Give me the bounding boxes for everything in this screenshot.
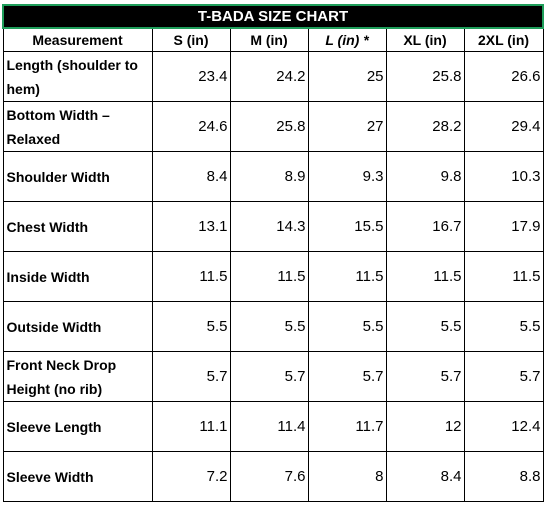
table-row: Sleeve Width 7.2 7.6 8 8.4 8.8 [2,451,544,502]
value-cell-l[interactable]: 27 [307,101,387,152]
header-size-2xl[interactable]: 2XL (in) [463,27,544,52]
value-cell-2xl[interactable]: 5.7 [463,351,544,402]
value-cell-m[interactable]: 8.9 [229,151,309,202]
value-cell-s[interactable]: 7.2 [151,451,231,502]
value-cell-m[interactable]: 7.6 [229,451,309,502]
value-cell-xl[interactable]: 9.8 [385,151,465,202]
table-row: Length (shoulder to hem) 23.4 24.2 25 25.8 26… [2,51,544,102]
value-cell-xl[interactable]: 12 [385,401,465,452]
value-cell-l[interactable]: 9.3 [307,151,387,202]
value-cell-l[interactable]: 15.5 [307,201,387,252]
header-size-l[interactable]: L (in) * [307,27,387,52]
value-cell-m[interactable]: 5.7 [229,351,309,402]
value-cell-m[interactable]: 11.5 [229,251,309,302]
value-cell-xl[interactable]: 5.7 [385,351,465,402]
value-cell-2xl[interactable]: 12.4 [463,401,544,452]
value-cell-m[interactable]: 14.3 [229,201,309,252]
header-size-s[interactable]: S (in) [151,27,231,52]
value-cell-m[interactable]: 24.2 [229,51,309,102]
value-cell-xl[interactable]: 5.5 [385,301,465,352]
value-cell-s[interactable]: 5.5 [151,301,231,352]
value-cell-xl[interactable]: 16.7 [385,201,465,252]
measurement-label[interactable]: Sleeve Width [2,451,153,502]
value-cell-2xl[interactable]: 17.9 [463,201,544,252]
table-row: Outside Width 5.5 5.5 5.5 5.5 5.5 [2,301,544,352]
size-chart-table: T-BADA SIZE CHART Measurement S (in) M (… [2,4,544,502]
table-row: Inside Width 11.5 11.5 11.5 11.5 11.5 [2,251,544,302]
header-measurement[interactable]: Measurement [2,27,153,52]
value-cell-s[interactable]: 8.4 [151,151,231,202]
value-cell-m[interactable]: 5.5 [229,301,309,352]
value-cell-2xl[interactable]: 11.5 [463,251,544,302]
header-size-xl[interactable]: XL (in) [385,27,465,52]
measurement-label[interactable]: Chest Width [2,201,153,252]
title-row: T-BADA SIZE CHART [2,4,544,29]
value-cell-s[interactable]: 23.4 [151,51,231,102]
measurement-label[interactable]: Shoulder Width [2,151,153,202]
value-cell-xl[interactable]: 11.5 [385,251,465,302]
value-cell-l[interactable]: 11.7 [307,401,387,452]
value-cell-s[interactable]: 13.1 [151,201,231,252]
size-chart-title[interactable]: T-BADA SIZE CHART [2,4,544,29]
value-cell-l[interactable]: 11.5 [307,251,387,302]
value-cell-s[interactable]: 24.6 [151,101,231,152]
table-row: Front Neck Drop Height (no rib) 5.7 5.7 5.7… [2,351,544,402]
value-cell-m[interactable]: 11.4 [229,401,309,452]
value-cell-s[interactable]: 5.7 [151,351,231,402]
value-cell-2xl[interactable]: 5.5 [463,301,544,352]
value-cell-l[interactable]: 5.7 [307,351,387,402]
value-cell-l[interactable]: 5.5 [307,301,387,352]
value-cell-xl[interactable]: 28.2 [385,101,465,152]
value-cell-xl[interactable]: 25.8 [385,51,465,102]
value-cell-2xl[interactable]: 10.3 [463,151,544,202]
measurement-label[interactable]: Inside Width [2,251,153,302]
value-cell-s[interactable]: 11.1 [151,401,231,452]
value-cell-2xl[interactable]: 29.4 [463,101,544,152]
value-cell-l[interactable]: 25 [307,51,387,102]
header-size-m[interactable]: M (in) [229,27,309,52]
measurement-label[interactable]: Outside Width [2,301,153,352]
value-cell-xl[interactable]: 8.4 [385,451,465,502]
table-row: Shoulder Width 8.4 8.9 9.3 9.8 10.3 [2,151,544,202]
measurement-label[interactable]: Sleeve Length [2,401,153,452]
value-cell-2xl[interactable]: 8.8 [463,451,544,502]
header-row: Measurement S (in) M (in) L (in) * XL (i… [2,27,544,52]
value-cell-l[interactable]: 8 [307,451,387,502]
value-cell-m[interactable]: 25.8 [229,101,309,152]
measurement-label[interactable]: Bottom Width – Relaxed [2,101,153,152]
value-cell-2xl[interactable]: 26.6 [463,51,544,102]
measurement-label[interactable]: Front Neck Drop Height (no rib) [2,351,153,402]
value-cell-s[interactable]: 11.5 [151,251,231,302]
table-row: Chest Width 13.1 14.3 15.5 16.7 17.9 [2,201,544,252]
measurement-label[interactable]: Length (shoulder to hem) [2,51,153,102]
table-row: Sleeve Length 11.1 11.4 11.7 12 12.4 [2,401,544,452]
table-row: Bottom Width – Relaxed 24.6 25.8 27 28.2 29.4 [2,101,544,152]
